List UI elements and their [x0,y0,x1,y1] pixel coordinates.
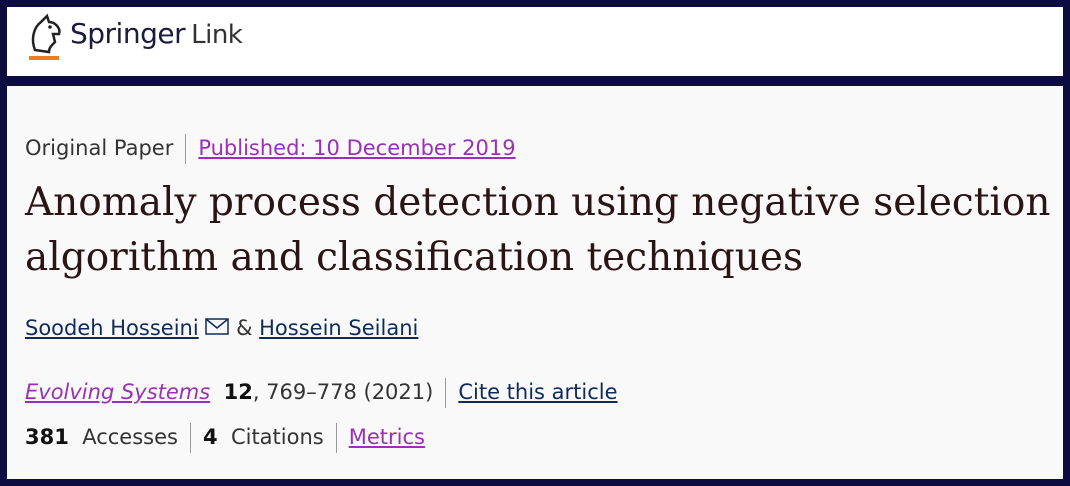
journal-link[interactable]: Evolving Systems [25,380,211,404]
title-line: algorithm and classification techniques [25,235,803,280]
metrics-row: 381 Accesses 4 Citations Metrics [25,423,425,453]
cite-link[interactable]: Cite this article [458,380,618,404]
author-separator: & [236,316,253,340]
pages-year: , 769–778 (2021) [252,380,434,404]
meta-row: Original Paper Published: 10 December 201… [25,134,516,164]
citations-count: 4 [202,425,218,449]
published-link[interactable]: Published: 10 December 2019 [198,136,516,160]
logo-icon[interactable] [23,12,73,62]
logo[interactable]: Springer Link [70,17,243,50]
article-header: Original Paper Published: 10 December 201… [7,86,1063,479]
accesses-label: Accesses [82,425,178,449]
title-line: Anomaly process detection using negative… [25,180,1051,225]
citations-label: Citations [230,425,324,449]
accesses-count: 381 [25,425,69,449]
header: Springer Link [7,7,1063,76]
logo-product: Link [191,20,243,50]
authors-row: Soodeh Hosseini & Hossein Seilani [25,316,418,340]
metrics-link[interactable]: Metrics [348,425,425,449]
article-type: Original Paper [25,136,174,160]
author-link[interactable]: Hossein Seilani [259,316,419,340]
logo-brand: Springer [70,17,186,50]
author-link[interactable]: Soodeh Hosseini [25,316,199,340]
volume: 12 [223,380,253,404]
email-icon[interactable] [205,318,230,336]
journal-row: Evolving Systems 12, 769–778 (2021) Cite … [25,378,618,408]
